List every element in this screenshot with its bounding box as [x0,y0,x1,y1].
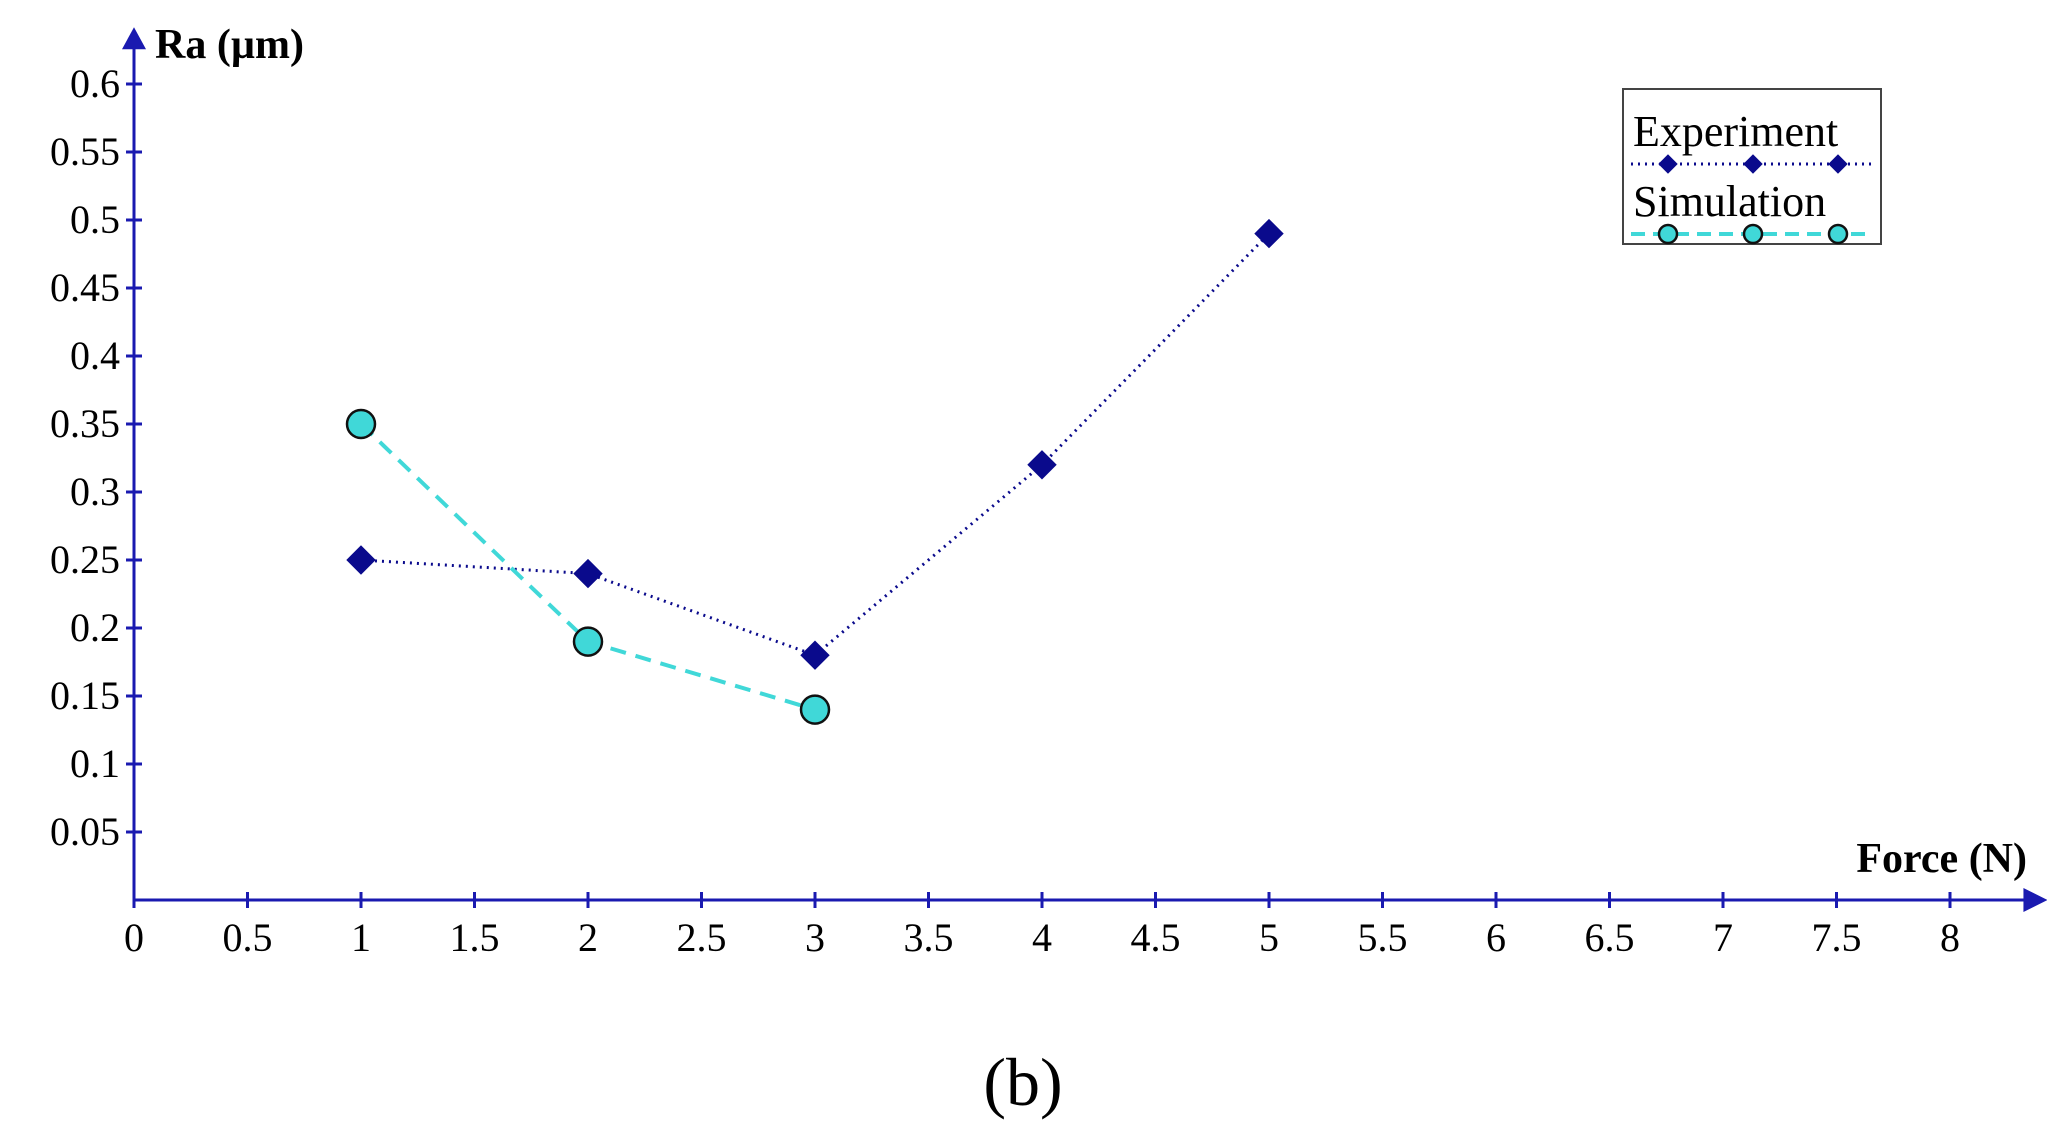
data-point-experiment [346,545,376,575]
y-tick-label: 0.35 [50,401,120,446]
data-point-simulation [345,408,377,440]
x-tick-label: 7.5 [1812,915,1862,960]
legend-marker-experiment [1658,154,1678,174]
x-tick-label: 0.5 [223,915,273,960]
data-point-simulation [799,694,831,725]
legend-marker-simulation [1827,223,1849,245]
x-tick-label: 2.5 [677,915,727,960]
series-layer [345,218,1284,725]
legend-marker-experiment [1828,154,1848,174]
y-axis-ticks: 0.05 0.1 0.15 0.2 0.25 0.3 0.35 0.4 0.45 0.5 0.55 0… [50,61,142,854]
y-tick-label: 0.6 [70,61,120,106]
figure-caption: (b) [983,1044,1062,1120]
x-tick-label: 4.5 [1131,915,1181,960]
x-tick-label: 0 [124,915,144,960]
y-tick-label: 0.2 [70,605,120,650]
data-point-experiment [1254,218,1284,249]
axes [122,27,2047,912]
legend-label-experiment: Experiment [1633,107,1838,156]
legend-label-simulation: Simulation [1633,177,1826,226]
legend: Experiment Simulation [1622,88,1882,245]
data-point-experiment [573,558,603,589]
y-tick-label: 0.55 [50,129,120,174]
series-simulation [345,408,831,725]
data-point-experiment [1027,450,1057,480]
x-tick-label: 3.5 [904,915,954,960]
y-axis-arrow [122,27,146,50]
x-tick-label: 6 [1486,915,1506,960]
series-line-experiment [360,232,1271,657]
x-axis-arrow [2023,888,2047,912]
x-tick-label: 8 [1940,915,1960,960]
y-axis-label: Ra (µm) [155,22,304,68]
y-tick-label: 0.4 [70,333,120,378]
x-tick-label: 5 [1259,915,1279,960]
legend-marker-experiment [1743,154,1763,174]
data-point-experiment [800,640,830,670]
legend-marker-simulation [1742,223,1764,245]
y-tick-label: 0.5 [70,197,120,242]
x-tick-label: 7 [1713,915,1733,960]
x-tick-label: 4 [1032,915,1052,960]
legend-marker-simulation [1657,223,1679,245]
y-tick-label: 0.05 [50,809,120,854]
x-tick-label: 2 [578,915,598,960]
data-point-simulation [572,626,604,657]
x-axis-ticks: 0 0.5 1 1.5 2 2.5 3 3.5 4 4.5 5 5.5 6 6.5 7 7.5 8 [124,892,1960,960]
x-tick-label: 5.5 [1358,915,1408,960]
x-tick-label: 1.5 [450,915,500,960]
y-tick-label: 0.25 [50,537,120,582]
x-axis-label: Force (N) [1856,836,2027,882]
series-experiment [346,218,1284,670]
x-tick-label: 3 [805,915,825,960]
y-tick-label: 0.3 [70,469,120,514]
x-tick-label: 1 [351,915,371,960]
y-tick-label: 0.15 [50,673,120,718]
y-tick-label: 0.45 [50,265,120,310]
x-tick-label: 6.5 [1585,915,1635,960]
y-tick-label: 0.1 [70,741,120,786]
